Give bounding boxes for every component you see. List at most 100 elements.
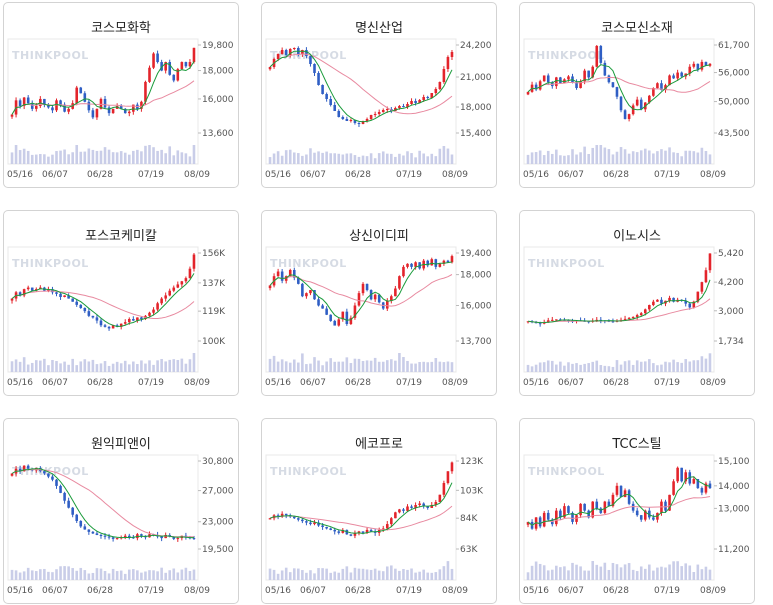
- volume-bar: [22, 148, 26, 164]
- volume-bar: [284, 567, 288, 580]
- candle-body: [172, 287, 176, 291]
- volume-bar: [438, 569, 442, 580]
- candle-body: [611, 494, 615, 507]
- candle-body: [140, 534, 143, 536]
- candle-body: [115, 106, 119, 109]
- volume-bar: [95, 364, 99, 372]
- chart-card[interactable]: 포스코케미칼 THINKPOOL 156K 137K 119K 100K 05/16 06/0…: [3, 210, 239, 396]
- volume-bar: [79, 151, 83, 164]
- candle-body: [321, 85, 324, 94]
- moving-average-long: [527, 496, 711, 526]
- volume-bar: [123, 360, 127, 372]
- volume-bar: [103, 147, 107, 164]
- moving-average-short: [527, 476, 711, 526]
- volume-bar: [63, 566, 66, 580]
- volume-bar: [631, 151, 635, 164]
- volume-bar: [301, 570, 304, 580]
- volume-bar: [329, 572, 332, 580]
- candle-body: [276, 515, 280, 517]
- candle-body: [430, 259, 434, 266]
- volume-bar: [555, 364, 558, 372]
- candle-body: [288, 49, 292, 55]
- candle-body: [546, 512, 550, 520]
- volume-bar: [180, 569, 184, 580]
- chart-card[interactable]: 상신이디피 THINKPOOL 19,400 18,000 16,000 13,700 05…: [261, 210, 497, 396]
- candle-body: [333, 320, 337, 326]
- chart-card[interactable]: 명신산업 THINKPOOL 24,200 21,000 18,000 15,400 05/…: [261, 2, 497, 188]
- volume-bar: [603, 147, 607, 164]
- candle-body: [660, 83, 663, 90]
- candle-body: [700, 488, 704, 493]
- chart-card[interactable]: TCC스틸 THINKPOOL 15,100 14,000 13,000 11,200 05…: [519, 418, 755, 604]
- candle-body: [301, 283, 304, 297]
- candle-body: [309, 56, 312, 64]
- watermark-logo: THINKPOOL: [528, 49, 605, 62]
- volume-bar: [357, 358, 361, 372]
- volume-bar: [668, 362, 671, 372]
- volume-bar: [591, 561, 595, 580]
- volume-bar: [672, 359, 675, 372]
- volume-bar: [430, 153, 434, 164]
- volume-bar: [402, 155, 405, 164]
- x-tick-label: 06/28: [87, 586, 113, 596]
- candle-body: [99, 320, 103, 326]
- volume-bar: [567, 362, 570, 372]
- volume-bar: [99, 150, 103, 164]
- volume-bar: [559, 361, 562, 372]
- candle-body: [127, 111, 131, 114]
- candle-body: [365, 119, 369, 121]
- chart-card[interactable]: 이노시스 THINKPOOL 5,420 4,200 3,000 1,734 05/16 06…: [519, 210, 755, 396]
- candle-body: [59, 100, 62, 105]
- volume-bar: [414, 157, 417, 164]
- volume-bar: [555, 565, 558, 580]
- volume-bar: [67, 154, 70, 164]
- candle-body: [55, 479, 58, 486]
- candle-body: [349, 534, 353, 536]
- candle-body: [555, 77, 558, 87]
- volume-bar: [156, 571, 159, 580]
- y-tick-label: 18,000: [202, 67, 234, 77]
- volume-bar: [18, 150, 22, 164]
- volume-bar: [34, 571, 38, 580]
- candle-body: [317, 73, 320, 85]
- volume-bar: [394, 568, 397, 580]
- candle-body: [67, 295, 70, 299]
- y-tick-label: 156K: [202, 249, 226, 259]
- x-tick-label: 06/07: [42, 586, 68, 596]
- candle-body: [127, 319, 131, 323]
- candle-body: [704, 483, 708, 493]
- volume-bar: [91, 572, 95, 580]
- candle-body: [107, 536, 111, 538]
- chart-card[interactable]: 에코프로 THINKPOOL 123K 103K 84K 63K 05/16 06/07 06/…: [261, 418, 497, 604]
- volume-bar: [123, 152, 127, 164]
- candle-body: [164, 295, 167, 299]
- volume-bar: [192, 353, 196, 372]
- candle-body: [172, 536, 176, 539]
- volume-bar: [390, 153, 393, 164]
- volume-bar: [575, 564, 578, 580]
- volume-bar: [317, 568, 320, 580]
- candle-body: [696, 63, 700, 70]
- volume-bar: [660, 364, 663, 372]
- volume-bar: [575, 154, 578, 164]
- volume-bar: [542, 362, 546, 372]
- y-tick-label: 4,200: [718, 278, 744, 288]
- chart-card[interactable]: 코스모화학 THINKPOOL 19,800 18,000 16,000 13,600 05…: [3, 2, 239, 188]
- x-tick-label: 06/07: [300, 170, 326, 180]
- candle-body: [660, 299, 663, 304]
- candle-body: [595, 45, 599, 67]
- candle-body: [635, 510, 639, 516]
- watermark-logo: THINKPOOL: [12, 49, 89, 62]
- y-tick-label: 16,000: [460, 301, 492, 311]
- candle-body: [390, 296, 393, 301]
- volume-bar: [563, 566, 566, 580]
- volume-bar: [385, 360, 389, 372]
- volume-bar: [55, 151, 58, 164]
- chart-card[interactable]: 원익피앤이 THINKPOOL 30,800 27,000 23,000 19,500 05…: [3, 418, 239, 604]
- chart-card[interactable]: 코스모신소재 THINKPOOL 61,700 56,000 50,000 43,500 0…: [519, 2, 755, 188]
- volume-bar: [160, 149, 163, 164]
- volume-bar: [550, 153, 554, 164]
- volume-bar: [87, 361, 91, 372]
- candle-body: [426, 260, 430, 266]
- candle-body: [385, 524, 389, 529]
